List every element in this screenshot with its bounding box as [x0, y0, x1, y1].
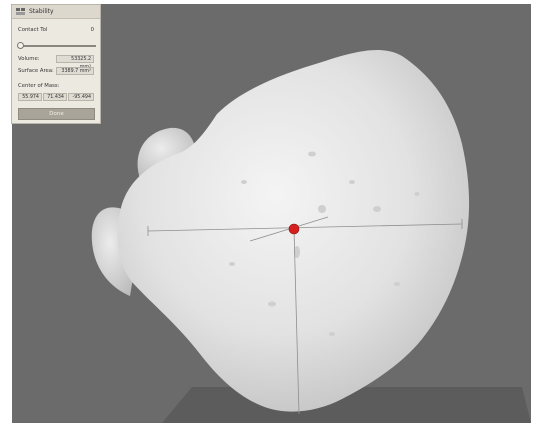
- volume-value: 53325.2 mm³: [56, 55, 94, 70]
- center-of-mass-y: 71.434: [43, 93, 67, 101]
- contact-tol-value: 0: [90, 27, 94, 33]
- stability-panel: Stability Contact Tol 0 Volume: 53325.2 …: [11, 4, 101, 124]
- panel-title: Stability: [29, 8, 54, 15]
- surface-area-value: 3389.7 mm²: [56, 67, 94, 75]
- center-of-mass-label: Center of Mass:: [18, 83, 60, 89]
- panel-header: Stability: [12, 5, 100, 19]
- surface-area-label: Surface Area:: [18, 68, 54, 74]
- done-button[interactable]: Done: [18, 108, 95, 120]
- center-of-mass-z: -95.494: [68, 93, 94, 101]
- center-of-mass-x: 55.974: [18, 93, 42, 101]
- contact-tol-slider-thumb[interactable]: [17, 42, 24, 49]
- volume-label: Volume:: [18, 56, 40, 62]
- contact-tol-label: Contact Tol: [18, 27, 48, 33]
- contact-tol-slider-track[interactable]: [20, 45, 96, 47]
- 3d-viewport[interactable]: [12, 4, 531, 423]
- center-of-mass-marker[interactable]: [288, 223, 300, 235]
- surface-details: [229, 151, 420, 336]
- stability-icon: [16, 8, 25, 15]
- scene-svg: [91, 49, 531, 423]
